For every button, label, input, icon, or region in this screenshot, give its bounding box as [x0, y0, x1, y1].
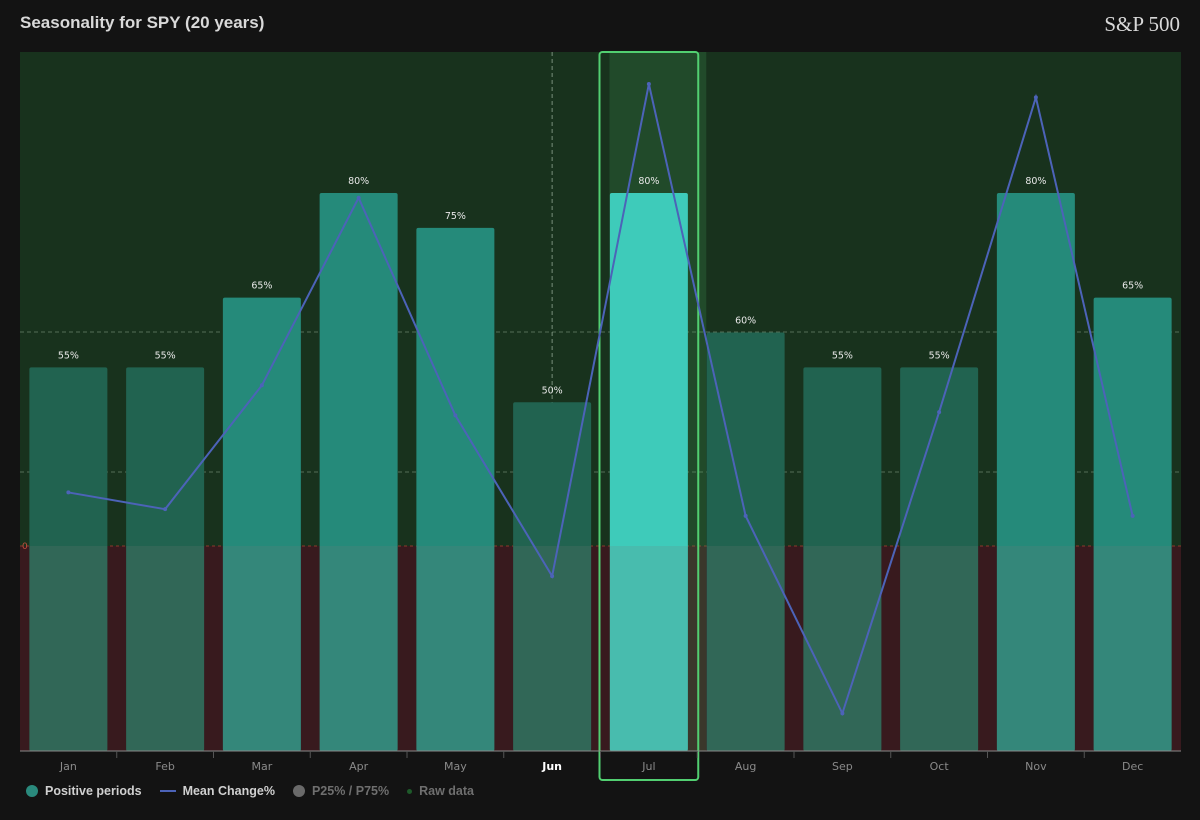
chart-title: Seasonality for SPY (20 years) [20, 13, 265, 32]
bar-oct[interactable] [900, 367, 979, 751]
x-tick-label-dec: Dec [1122, 760, 1143, 773]
legend-label: Mean Change% [182, 784, 275, 798]
mean-change-point-nov [1033, 95, 1038, 100]
positive-periods-swatch-icon [26, 785, 38, 797]
legend-item-positive-periods[interactable]: Positive periods [26, 784, 142, 798]
legend-item-raw-data[interactable]: Raw data [407, 784, 474, 798]
x-tick-label-nov: Nov [1025, 760, 1047, 773]
bar-aug[interactable] [706, 332, 785, 752]
bar-jan[interactable] [29, 367, 108, 751]
legend-item-mean-change[interactable]: Mean Change% [159, 784, 275, 798]
bar-may[interactable] [416, 227, 495, 751]
legend-label: P25% / P75% [311, 784, 390, 798]
bar-value-label: 80% [638, 176, 659, 187]
x-tick-label-jun: Jun [541, 760, 562, 773]
bar-value-label: 65% [251, 281, 272, 292]
bar-value-label: 55% [929, 350, 950, 361]
mean-change-point-aug [743, 513, 748, 518]
bar-value-label: 60% [735, 316, 756, 327]
bar-negative-overlay [222, 546, 301, 751]
x-tick-label-oct: Oct [930, 760, 950, 773]
bar-nov[interactable] [996, 193, 1075, 751]
bar-negative-overlay [29, 546, 108, 751]
mean-change-point-dec [1130, 513, 1135, 518]
mean-change-point-apr [356, 195, 361, 200]
mean-change-swatch-icon [159, 790, 176, 792]
bar-negative-overlay [996, 546, 1075, 751]
bar-negative-overlay [1093, 546, 1172, 751]
bar-feb[interactable] [126, 367, 205, 751]
percentiles-swatch-icon [292, 785, 305, 797]
bar-value-label: 50% [542, 385, 563, 396]
mean-change-point-jun [550, 574, 555, 579]
bar-apr[interactable] [319, 193, 398, 751]
brand-label: S&P 500 [1104, 12, 1180, 36]
bar-negative-overlay [609, 546, 688, 751]
x-tick-label-jan: Jan [59, 760, 77, 773]
mean-change-line [68, 83, 1134, 717]
bar-jul[interactable] [609, 193, 688, 751]
bar-value-label: 65% [1122, 281, 1143, 292]
bar-value-label: 80% [1025, 176, 1046, 187]
mean-change-point-sep [840, 711, 845, 716]
chart-legend: Positive periods Mean Change% P25% / P75… [26, 784, 474, 798]
bar-negative-overlay [416, 546, 495, 751]
bar-value-label: 55% [155, 350, 176, 361]
legend-item-percentiles[interactable]: P25% / P75% [292, 784, 390, 798]
x-tick-label-mar: Mar [251, 760, 272, 773]
mean-change-point-mar [259, 383, 264, 388]
bar-negative-overlay [126, 546, 205, 751]
bar-negative-overlay [803, 546, 882, 751]
bar-negative-overlay [706, 546, 785, 751]
mean-change-point-jan [66, 490, 71, 495]
bar-value-label: 80% [348, 176, 369, 187]
bar-negative-overlay [513, 546, 592, 751]
x-tick-label-feb: Feb [155, 760, 174, 773]
mean-change-point-may [453, 413, 458, 418]
x-tick-label-apr: Apr [349, 760, 369, 773]
x-tick-label-sep: Sep [832, 760, 853, 773]
highlight-column-border [598, 51, 700, 781]
legend-label: Positive periods [45, 784, 142, 798]
x-tick-label-aug: Aug [735, 760, 756, 773]
bar-value-label: 55% [58, 350, 79, 361]
zero-label: 0 [22, 542, 28, 552]
bar-negative-overlay [319, 546, 398, 751]
mean-change-point-feb [163, 507, 168, 512]
bar-value-label: 55% [832, 350, 853, 361]
x-tick-label-may: May [444, 760, 467, 773]
mean-change-point-oct [937, 410, 942, 415]
raw-data-swatch-icon [407, 788, 413, 794]
bar-value-label: 75% [445, 211, 466, 222]
x-tick-label-jul: Jul [641, 760, 655, 773]
legend-label: Raw data [419, 784, 474, 798]
bar-dec[interactable] [1093, 297, 1172, 751]
bar-negative-overlay [900, 546, 979, 751]
mean-change-point-jul [646, 82, 651, 86]
